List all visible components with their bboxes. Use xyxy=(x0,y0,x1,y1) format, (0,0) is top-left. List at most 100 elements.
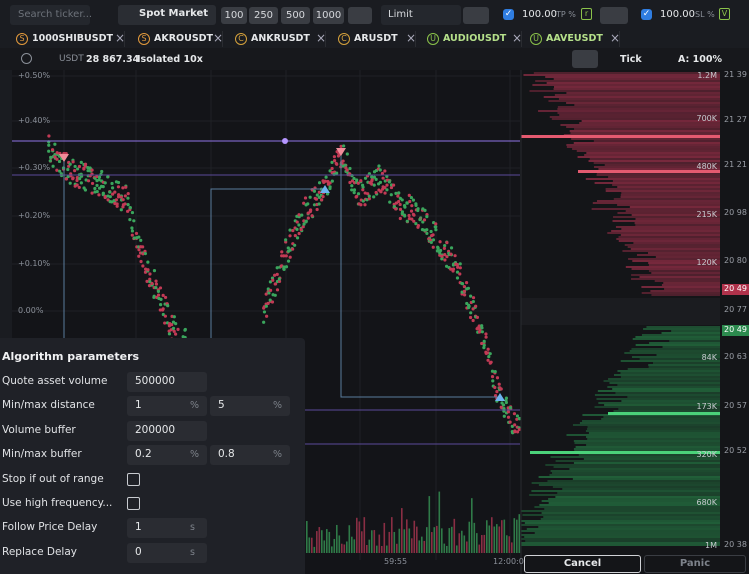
volume-bar xyxy=(478,544,481,553)
tab-close[interactable]: × xyxy=(213,31,224,45)
checkbox[interactable] xyxy=(127,472,140,486)
cancel-button[interactable]: Cancel xyxy=(524,555,641,573)
ask-level xyxy=(586,152,720,154)
trade-dot xyxy=(410,204,414,208)
trade-dot xyxy=(431,238,436,242)
tab[interactable] xyxy=(229,31,326,47)
ask-level xyxy=(584,154,720,156)
trade-dot xyxy=(148,277,152,281)
trade-dot xyxy=(312,189,317,193)
param-input[interactable] xyxy=(127,445,207,466)
volume-bar xyxy=(486,520,488,553)
ask-level xyxy=(631,268,720,270)
param-input[interactable] xyxy=(127,372,207,392)
bid-level xyxy=(607,386,720,388)
trade-dot xyxy=(121,186,125,190)
price-label: 20 49 xyxy=(722,325,749,336)
trade-dot xyxy=(106,175,110,179)
volume-bar xyxy=(388,531,391,553)
tab[interactable] xyxy=(332,31,416,47)
trade-dot xyxy=(460,282,465,286)
amount-button[interactable]: 500 xyxy=(281,7,310,24)
trade-dot xyxy=(73,169,77,173)
ask-level xyxy=(664,288,720,290)
ask-level xyxy=(546,82,720,84)
trade-path xyxy=(340,152,500,398)
tab[interactable] xyxy=(421,31,522,47)
volume-bar xyxy=(458,533,461,553)
icon-button[interactable] xyxy=(463,7,489,24)
tab-close[interactable]: × xyxy=(406,31,417,45)
ask-level xyxy=(625,266,720,268)
trade-dot xyxy=(449,246,454,250)
volume-bar xyxy=(428,496,431,553)
bid-level xyxy=(578,454,720,456)
trade-dot xyxy=(271,278,275,282)
hourglass-button[interactable] xyxy=(572,50,598,68)
trade-dot xyxy=(137,248,141,252)
bid-level xyxy=(643,328,720,330)
ask-level xyxy=(535,80,720,82)
bid-wall xyxy=(530,451,720,454)
bid-level xyxy=(635,344,720,346)
trade-dot xyxy=(152,269,157,273)
trade-dot xyxy=(372,175,376,179)
trade-dot xyxy=(471,299,475,304)
tab[interactable] xyxy=(132,31,223,47)
scale-select[interactable]: A: 100% xyxy=(678,54,722,65)
ask-level xyxy=(631,274,720,276)
param-input[interactable] xyxy=(210,445,290,466)
tab-name: AAVEUSDT xyxy=(546,33,603,44)
param-input[interactable] xyxy=(210,396,290,417)
tab-close[interactable]: × xyxy=(316,31,327,45)
trade-dot xyxy=(308,210,312,214)
tab-close[interactable]: × xyxy=(115,31,126,45)
trade-dot xyxy=(434,225,438,229)
tab[interactable] xyxy=(524,31,620,47)
interval-select[interactable]: Tick xyxy=(620,54,642,65)
volume-label: 215K xyxy=(696,210,717,219)
trade-dot xyxy=(341,159,345,163)
amount-button[interactable]: 1000 xyxy=(313,7,344,24)
volume-bar xyxy=(326,529,328,553)
search-box[interactable] xyxy=(10,5,90,25)
icon-button[interactable] xyxy=(348,7,372,24)
param-input[interactable] xyxy=(127,518,207,539)
trade-dot xyxy=(383,169,387,173)
volume-bar xyxy=(371,530,373,553)
checkbox[interactable]: ✓ xyxy=(641,9,652,20)
bid-level xyxy=(521,530,720,532)
amount-button[interactable]: 250 xyxy=(249,7,278,24)
panic-button[interactable]: Panic xyxy=(644,555,746,573)
trade-dot xyxy=(288,234,292,238)
trade-dot xyxy=(484,335,488,339)
ask-level xyxy=(572,148,720,150)
ask-level xyxy=(589,158,720,160)
volume-bar xyxy=(446,545,448,553)
label: TP % xyxy=(556,10,576,19)
tab-close[interactable]: × xyxy=(610,31,621,45)
param-input[interactable] xyxy=(127,396,207,417)
ask-level xyxy=(596,200,720,202)
amount-button[interactable]: 100 xyxy=(221,7,247,24)
trade-dot xyxy=(462,289,467,293)
bid-level xyxy=(538,484,720,486)
volume-bar xyxy=(361,531,363,553)
tab[interactable] xyxy=(10,31,125,47)
trade-dot xyxy=(126,192,130,196)
checkbox[interactable]: ✓ xyxy=(503,9,514,20)
checkbox[interactable] xyxy=(127,497,140,510)
tab-close[interactable]: × xyxy=(512,31,523,45)
param-input[interactable] xyxy=(127,542,207,563)
param-input[interactable] xyxy=(127,420,207,441)
trade-dot xyxy=(458,266,462,270)
volume-bar xyxy=(516,519,518,553)
icon-button[interactable] xyxy=(600,7,628,24)
trade-dot xyxy=(495,376,500,380)
trade-dot xyxy=(277,277,281,281)
ask-level xyxy=(548,100,720,102)
market-select[interactable] xyxy=(118,5,216,25)
margin-select[interactable]: Isolated 10x xyxy=(137,54,203,65)
order-type-select[interactable] xyxy=(381,5,461,25)
bid-level xyxy=(547,480,720,482)
